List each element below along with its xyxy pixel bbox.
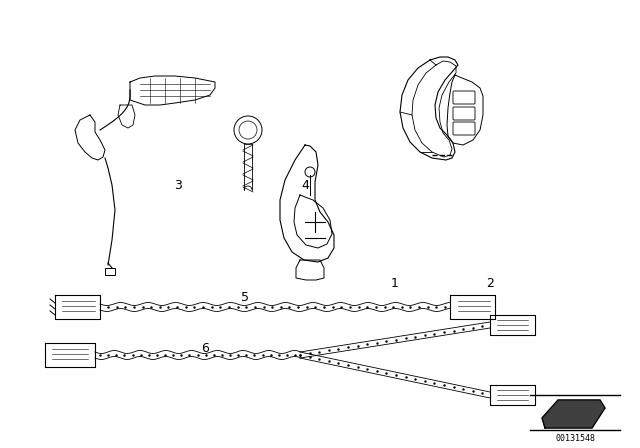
Text: 4: 4 (301, 178, 309, 191)
FancyBboxPatch shape (453, 91, 475, 104)
Polygon shape (542, 400, 605, 428)
Text: 6: 6 (201, 341, 209, 354)
FancyBboxPatch shape (453, 122, 475, 135)
FancyBboxPatch shape (453, 107, 475, 120)
Text: 5: 5 (241, 290, 249, 303)
Text: 2: 2 (486, 276, 494, 289)
Text: 3: 3 (174, 178, 182, 191)
Text: 1: 1 (391, 276, 399, 289)
Text: 00131548: 00131548 (555, 434, 595, 443)
Bar (105, 268, 115, 275)
